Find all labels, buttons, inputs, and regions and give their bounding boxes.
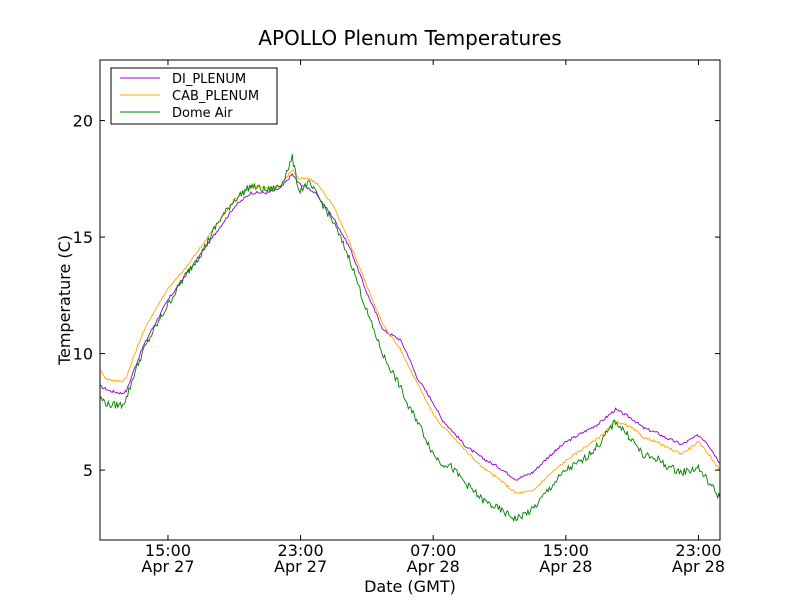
x-tick-label-time-4: 23:00 <box>675 541 721 560</box>
x-tick-label-date-3: Apr 28 <box>539 557 592 576</box>
x-tick-label-date-1: Apr 27 <box>274 557 327 576</box>
legend: DI_PLENUM CAB_PLENUM Dome Air <box>110 67 278 125</box>
legend-label-2: Dome Air <box>172 106 233 121</box>
series-line-cab-plenum <box>100 169 720 495</box>
x-tick-label-time-1: 23:00 <box>278 541 324 560</box>
plot-frame <box>99 59 721 541</box>
y-tick-label-15: 15 <box>73 228 93 247</box>
y-axis-title: Temperature (C) <box>55 235 74 366</box>
x-tick-label-time-3: 15:00 <box>543 541 589 560</box>
y-tick-label-5: 5 <box>83 461 93 480</box>
x-tick-label-date-0: Apr 27 <box>141 557 194 576</box>
chart-title: APOLLO Plenum Temperatures <box>258 26 561 50</box>
x-tick-label-time-2: 07:00 <box>410 541 456 560</box>
legend-box <box>110 67 278 125</box>
y-tick-label-10: 10 <box>73 345 93 364</box>
x-tick-label-time-0: 15:00 <box>145 541 191 560</box>
legend-label-1: CAB_PLENUM <box>172 89 259 104</box>
y-tick-label-20: 20 <box>73 112 93 131</box>
x-tick-label-date-4: Apr 28 <box>672 557 725 576</box>
series-line-dome-air <box>100 154 720 522</box>
x-axis-title: Date (GMT) <box>364 577 456 596</box>
x-tick-label-date-2: Apr 28 <box>407 557 460 576</box>
legend-label-0: DI_PLENUM <box>172 72 246 87</box>
